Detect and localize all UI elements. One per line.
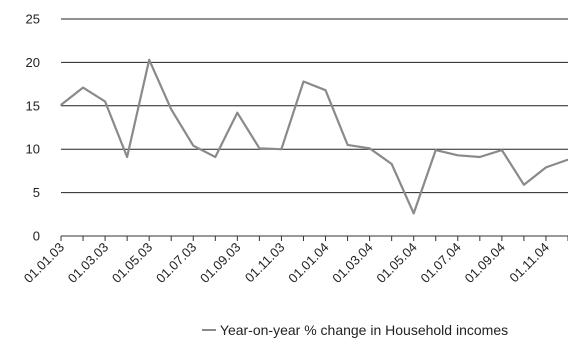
data-point (126, 156, 128, 158)
data-point (391, 163, 393, 165)
data-point (435, 149, 437, 151)
series-line (61, 60, 568, 214)
x-tick-label: 01.11.04 (506, 240, 552, 286)
data-point (259, 148, 261, 150)
x-tick-label: 01.07.03 (153, 240, 199, 286)
y-tick-label: 5 (33, 185, 40, 200)
x-axis: 01.01.0301.03.0301.05.0301.07.0301.09.03… (21, 236, 568, 286)
y-tick-label: 20 (26, 55, 40, 70)
x-tick-label: 01.03.03 (65, 240, 111, 286)
data-point (237, 112, 239, 114)
data-point (60, 104, 62, 106)
data-point (303, 81, 305, 83)
data-point (413, 213, 415, 215)
x-tick-label: 01.01.04 (285, 240, 331, 286)
data-point (170, 108, 172, 110)
data-point (148, 59, 150, 61)
data-point (523, 184, 525, 186)
data-point (457, 154, 459, 156)
x-tick-label: 01.09.03 (197, 240, 243, 286)
x-tick-label: 01.07.04 (418, 240, 464, 286)
data-point (545, 167, 547, 169)
y-tick-label: 25 (26, 12, 40, 27)
data-point (192, 145, 194, 147)
x-tick-label: 01.03.04 (329, 240, 375, 286)
x-tick-label: 01.05.03 (109, 240, 155, 286)
legend-label: Year-on-year % change in Household incom… (220, 322, 508, 338)
data-point (325, 89, 327, 91)
data-point (347, 144, 349, 146)
data-point (479, 156, 481, 158)
data-point (369, 148, 371, 150)
data-point (82, 87, 84, 89)
data-point (501, 149, 503, 151)
x-tick-label: 01.09.04 (462, 240, 508, 286)
legend-swatch (202, 329, 216, 331)
y-tick-label: 10 (26, 142, 40, 157)
data-point (104, 101, 106, 103)
y-tick-label: 0 (33, 229, 40, 244)
x-tick-label: 01.11.03 (242, 240, 288, 286)
data-point (215, 156, 217, 158)
legend: Year-on-year % change in Household incom… (0, 320, 568, 340)
series-group (60, 59, 568, 214)
data-point (281, 148, 283, 150)
x-tick-label: 01.01.03 (21, 240, 67, 286)
y-tick-label: 15 (26, 98, 40, 113)
gridlines (61, 19, 568, 236)
y-axis: 0 5 10 15 20 25 (26, 12, 40, 244)
x-tick-label: 01.05.04 (373, 240, 419, 286)
